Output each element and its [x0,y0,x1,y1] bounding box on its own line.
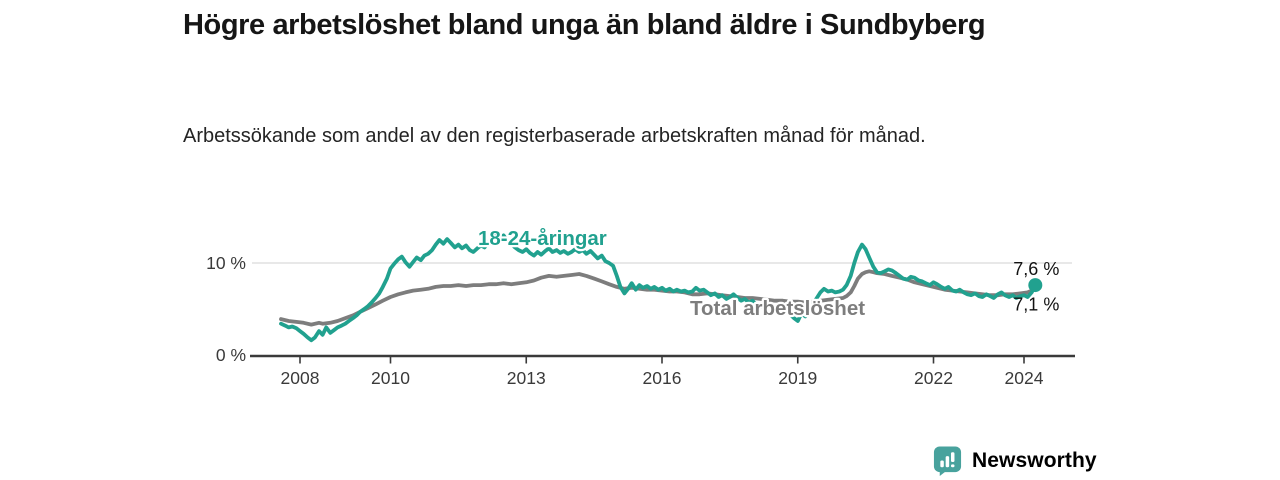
y-tick-label: 0 % [216,345,246,365]
series-layer [279,231,1043,343]
x-tick-label: 2016 [643,368,682,388]
x-tick-label: 2008 [281,368,320,388]
series-line-total [279,269,1038,327]
x-tick-label: 2024 [1005,368,1044,388]
series-inline-label: Total arbetslöshet [690,297,865,320]
chart-subtitle: Arbetssökande som andel av den registerb… [183,125,926,147]
x-tick-label: 2013 [507,368,546,388]
series-end-value-label: 7,1 % [1013,295,1059,315]
series-end-dot [1028,278,1043,293]
y-tick-label: 10 % [206,253,246,273]
series-inline-label: 18-24-åringar [478,227,607,250]
x-axis-layer: 2008 2010 2013 2016 2019 2022 2024 [281,356,1044,388]
newsworthy-wordmark: Newsworthy [972,448,1097,472]
x-tick-label: 2019 [778,368,817,388]
annotation-layer: 18-24-åringar 7,6 % Total arbetslöshet 7,1 … [476,225,1060,323]
chart-title: Högre arbetslöshet bland unga än bland ä… [183,9,986,41]
logo-bars [940,452,955,468]
newsworthy-logo: Newsworthy [932,445,1097,476]
series-end-value-label: 7,6 % [1013,259,1059,279]
bar-chart-speech-bubble-icon [933,446,962,476]
grid-layer: 0 % 10 % [206,253,1072,365]
x-tick-label: 2022 [914,368,953,388]
series-line-young [279,231,1038,343]
x-tick-label: 2010 [371,368,410,388]
